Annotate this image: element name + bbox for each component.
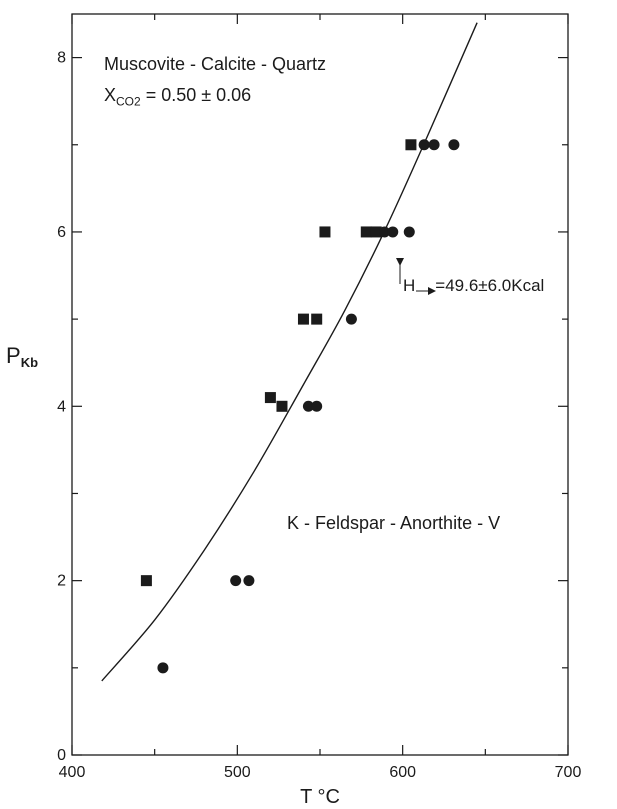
x-tick-label: 600 bbox=[389, 764, 416, 781]
annotation-kfeldspar-anorthite-v: K - Feldspar - Anorthite - V bbox=[287, 513, 501, 533]
annotation-xco2-main: X bbox=[104, 85, 117, 105]
y-tick-label: 4 bbox=[57, 398, 66, 415]
y-axis-title-subscript: Kb bbox=[21, 355, 38, 370]
y-axis-title: PKb bbox=[6, 343, 38, 370]
y-tick-label: 0 bbox=[57, 747, 66, 764]
x-tick-label: 500 bbox=[224, 764, 251, 781]
equilibrium-curve bbox=[101, 22, 478, 682]
y-tick-label: 6 bbox=[57, 224, 66, 241]
circle-point bbox=[403, 226, 415, 238]
square-point bbox=[276, 400, 288, 412]
y-axis-title-main: P bbox=[6, 343, 21, 368]
annotation-xco2: XCO2 = 0.50 ± 0.06 bbox=[104, 85, 251, 109]
annotation-enthalpy: H =49.6±6.0Kcal bbox=[403, 276, 544, 296]
square-point bbox=[264, 392, 276, 404]
square-point bbox=[319, 226, 331, 238]
annotation-xco2-value: = 0.50 ± 0.06 bbox=[140, 85, 252, 105]
y-axis-ticks: 0 2 4 6 8 bbox=[57, 50, 568, 764]
data-points bbox=[140, 139, 460, 674]
circle-point bbox=[302, 400, 314, 412]
circle-point bbox=[243, 575, 255, 587]
x-axis-ticks: 400 500 600 700 bbox=[59, 14, 582, 781]
y-tick-label: 8 bbox=[57, 50, 66, 67]
circle-point bbox=[428, 139, 440, 151]
circle-point bbox=[311, 400, 323, 412]
x-tick-label: 700 bbox=[555, 764, 582, 781]
annotation-enthalpy-h: H bbox=[403, 276, 416, 295]
x-tick-label: 400 bbox=[59, 764, 86, 781]
square-point bbox=[140, 575, 152, 587]
square-point bbox=[311, 313, 323, 325]
square-point bbox=[297, 313, 309, 325]
annotation-xco2-subscript: CO2 bbox=[116, 94, 141, 109]
plot-frame bbox=[71, 13, 569, 756]
circle-point bbox=[418, 139, 430, 151]
annotation-enthalpy-value: =49.6±6.0Kcal bbox=[435, 276, 545, 295]
circle-point bbox=[378, 226, 390, 238]
circle-point bbox=[387, 226, 399, 238]
circle-point bbox=[157, 662, 169, 674]
square-point bbox=[405, 139, 417, 151]
square-point bbox=[370, 226, 382, 238]
x-axis-title: T °C bbox=[300, 786, 340, 808]
circle-point bbox=[230, 575, 242, 587]
annotation-muscovite-calcite-quartz: Muscovite - Calcite - Quartz bbox=[104, 54, 327, 74]
y-tick-label: 2 bbox=[57, 573, 66, 590]
circle-point bbox=[345, 313, 357, 325]
square-point bbox=[360, 226, 372, 238]
circle-point bbox=[448, 139, 460, 151]
